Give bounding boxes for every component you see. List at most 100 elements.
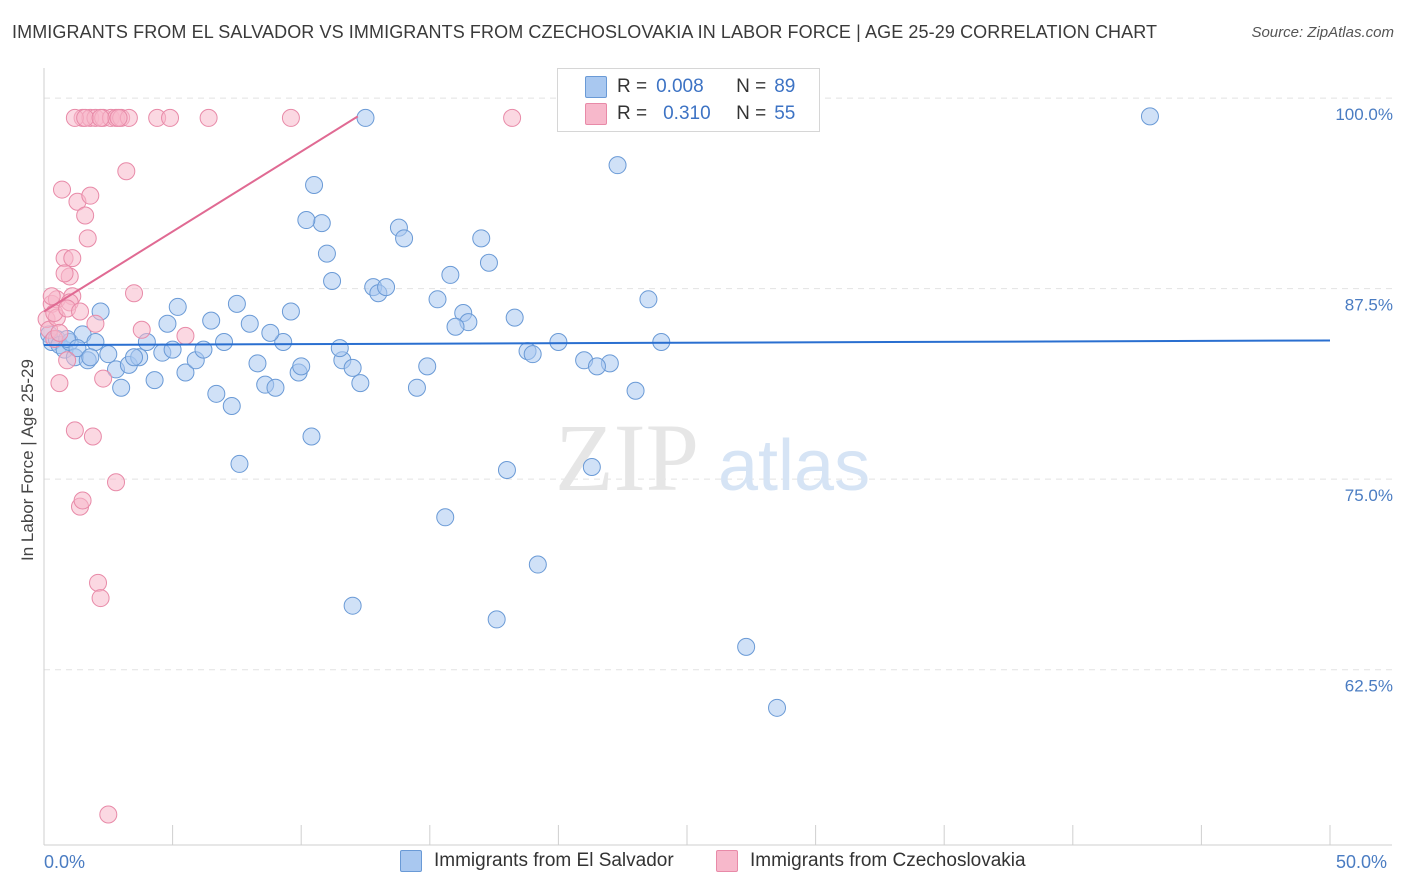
legend-swatch-blue [585, 76, 607, 98]
data-point-blue [1140, 107, 1159, 126]
legend-r-label: R = [617, 103, 648, 124]
data-point-blue [215, 332, 234, 351]
data-point-blue [626, 381, 645, 400]
trend-line-pink [43, 115, 359, 313]
y-tick-label: 87.5% [1345, 296, 1393, 315]
legend-item-czechoslovakia: Immigrants from Czechoslovakia [716, 850, 1026, 872]
data-point-pink [83, 427, 102, 446]
y-tick-label: 75.0% [1345, 486, 1393, 505]
data-point-pink [73, 491, 92, 510]
data-point-pink [99, 805, 118, 824]
data-point-pink [107, 473, 126, 492]
data-point-blue [587, 357, 606, 376]
data-point-blue [323, 272, 342, 291]
series-legend: Immigrants from El Salvador Immigrants f… [0, 850, 1406, 880]
data-point-pink [125, 284, 144, 303]
data-point-blue [377, 278, 396, 297]
y-tick-label: 62.5% [1345, 677, 1393, 696]
data-point-pink [71, 302, 90, 321]
data-point-pink [176, 326, 195, 345]
data-point-blue [248, 354, 267, 373]
data-point-blue [261, 323, 280, 342]
data-point-blue [407, 378, 426, 397]
data-point-blue [158, 314, 177, 333]
data-point-pink [65, 421, 84, 440]
data-point-blue [497, 461, 516, 480]
data-point-blue [436, 508, 455, 527]
data-point-blue [395, 229, 414, 248]
data-point-blue [168, 297, 187, 316]
data-point-blue [343, 596, 362, 615]
data-point-blue [68, 339, 87, 358]
trend-line-blue [43, 339, 1331, 347]
data-point-blue [230, 454, 249, 473]
x-axis-min-label: 0.0% [44, 852, 86, 872]
legend-swatch-pink [716, 850, 738, 872]
data-point-pink [76, 206, 95, 225]
data-point-blue [330, 339, 349, 358]
data-point-blue [356, 108, 375, 127]
data-point-pink [281, 108, 300, 127]
legend-label-el-salvador: Immigrants from El Salvador [434, 850, 674, 871]
data-point-blue [207, 384, 226, 403]
data-point-pink [91, 589, 110, 608]
data-point-blue [112, 378, 131, 397]
data-point-blue [227, 294, 246, 313]
data-point-blue [472, 229, 491, 248]
data-point-blue [768, 698, 787, 717]
legend-r-value-blue: 0.008 [656, 76, 704, 97]
data-point-pink [109, 108, 128, 127]
watermark: ZIP atlas [555, 404, 870, 511]
data-point-blue [222, 397, 241, 416]
data-point-blue [446, 317, 465, 336]
series-czechoslovakia [37, 108, 522, 824]
data-point-pink [161, 108, 180, 127]
legend-swatch-pink [585, 103, 607, 125]
data-point-blue [351, 374, 370, 393]
data-point-pink [63, 249, 82, 268]
data-point-blue [305, 175, 324, 194]
data-point-pink [81, 186, 100, 205]
data-point-pink [91, 108, 110, 127]
watermark-atlas: atlas [718, 426, 870, 506]
data-point-pink [55, 264, 74, 283]
data-point-blue [297, 211, 316, 230]
data-point-blue [274, 332, 293, 351]
data-point-pink [50, 374, 69, 393]
legend-item-el-salvador: Immigrants from El Salvador [400, 850, 674, 872]
data-point-blue [737, 637, 756, 656]
series-el-salvador [40, 107, 1159, 717]
legend-r-label: R = [617, 76, 648, 97]
legend-row-blue: R = 0.008 N = 89 [558, 74, 795, 100]
data-point-pink [58, 351, 77, 370]
trend-lines [43, 115, 1331, 347]
data-point-blue [99, 345, 118, 364]
chart-title: IMMIGRANTS FROM EL SALVADOR VS IMMIGRANT… [12, 22, 1158, 42]
data-point-blue [505, 308, 524, 327]
data-point-pink [132, 320, 151, 339]
data-point-blue [441, 265, 460, 284]
data-point-blue [317, 244, 336, 263]
data-point-pink [503, 108, 522, 127]
y-tick-label: 100.0% [1335, 105, 1393, 124]
watermark-zip: ZIP [555, 404, 699, 511]
data-point-blue [312, 214, 331, 233]
data-point-pink [199, 108, 218, 127]
legend-r-value-pink: 0.310 [663, 103, 711, 124]
legend-n-value-pink: 55 [774, 103, 796, 124]
data-point-blue [176, 363, 195, 382]
data-point-pink [86, 314, 105, 333]
data-point-blue [639, 290, 658, 309]
data-point-blue [608, 156, 627, 175]
data-point-blue [487, 610, 506, 629]
data-point-blue [549, 332, 568, 351]
data-point-blue [145, 371, 164, 390]
data-point-pink [53, 180, 72, 199]
data-point-blue [86, 332, 105, 351]
legend-row-pink: R = 0.310 N = 55 [558, 101, 795, 127]
legend-n-label: N = [736, 76, 767, 97]
data-point-pink [89, 573, 108, 592]
data-point-blue [528, 555, 547, 574]
data-point-blue [281, 302, 300, 321]
